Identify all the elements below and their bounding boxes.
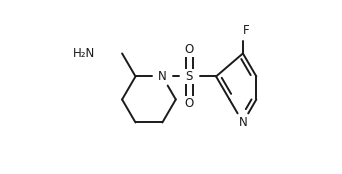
Text: H₂N: H₂N: [73, 47, 95, 60]
Text: O: O: [185, 43, 194, 56]
Text: S: S: [185, 70, 193, 83]
Text: F: F: [242, 24, 249, 37]
Text: N: N: [158, 70, 167, 83]
Text: O: O: [185, 97, 194, 110]
Text: N: N: [239, 116, 247, 129]
